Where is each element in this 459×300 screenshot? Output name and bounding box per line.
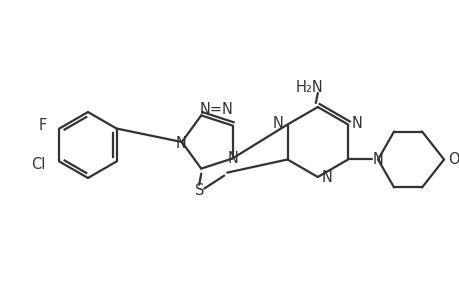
Text: F: F [38, 118, 46, 133]
Text: Cl: Cl [31, 157, 45, 172]
Text: N: N [175, 136, 186, 151]
Text: N: N [273, 116, 283, 131]
Text: S: S [194, 183, 203, 198]
Text: N: N [228, 151, 238, 166]
Text: N: N [372, 152, 383, 167]
Text: N: N [321, 170, 331, 185]
Text: N=N: N=N [200, 102, 233, 117]
Text: O: O [447, 152, 459, 167]
Text: N: N [351, 116, 362, 131]
Text: H₂N: H₂N [295, 80, 323, 94]
